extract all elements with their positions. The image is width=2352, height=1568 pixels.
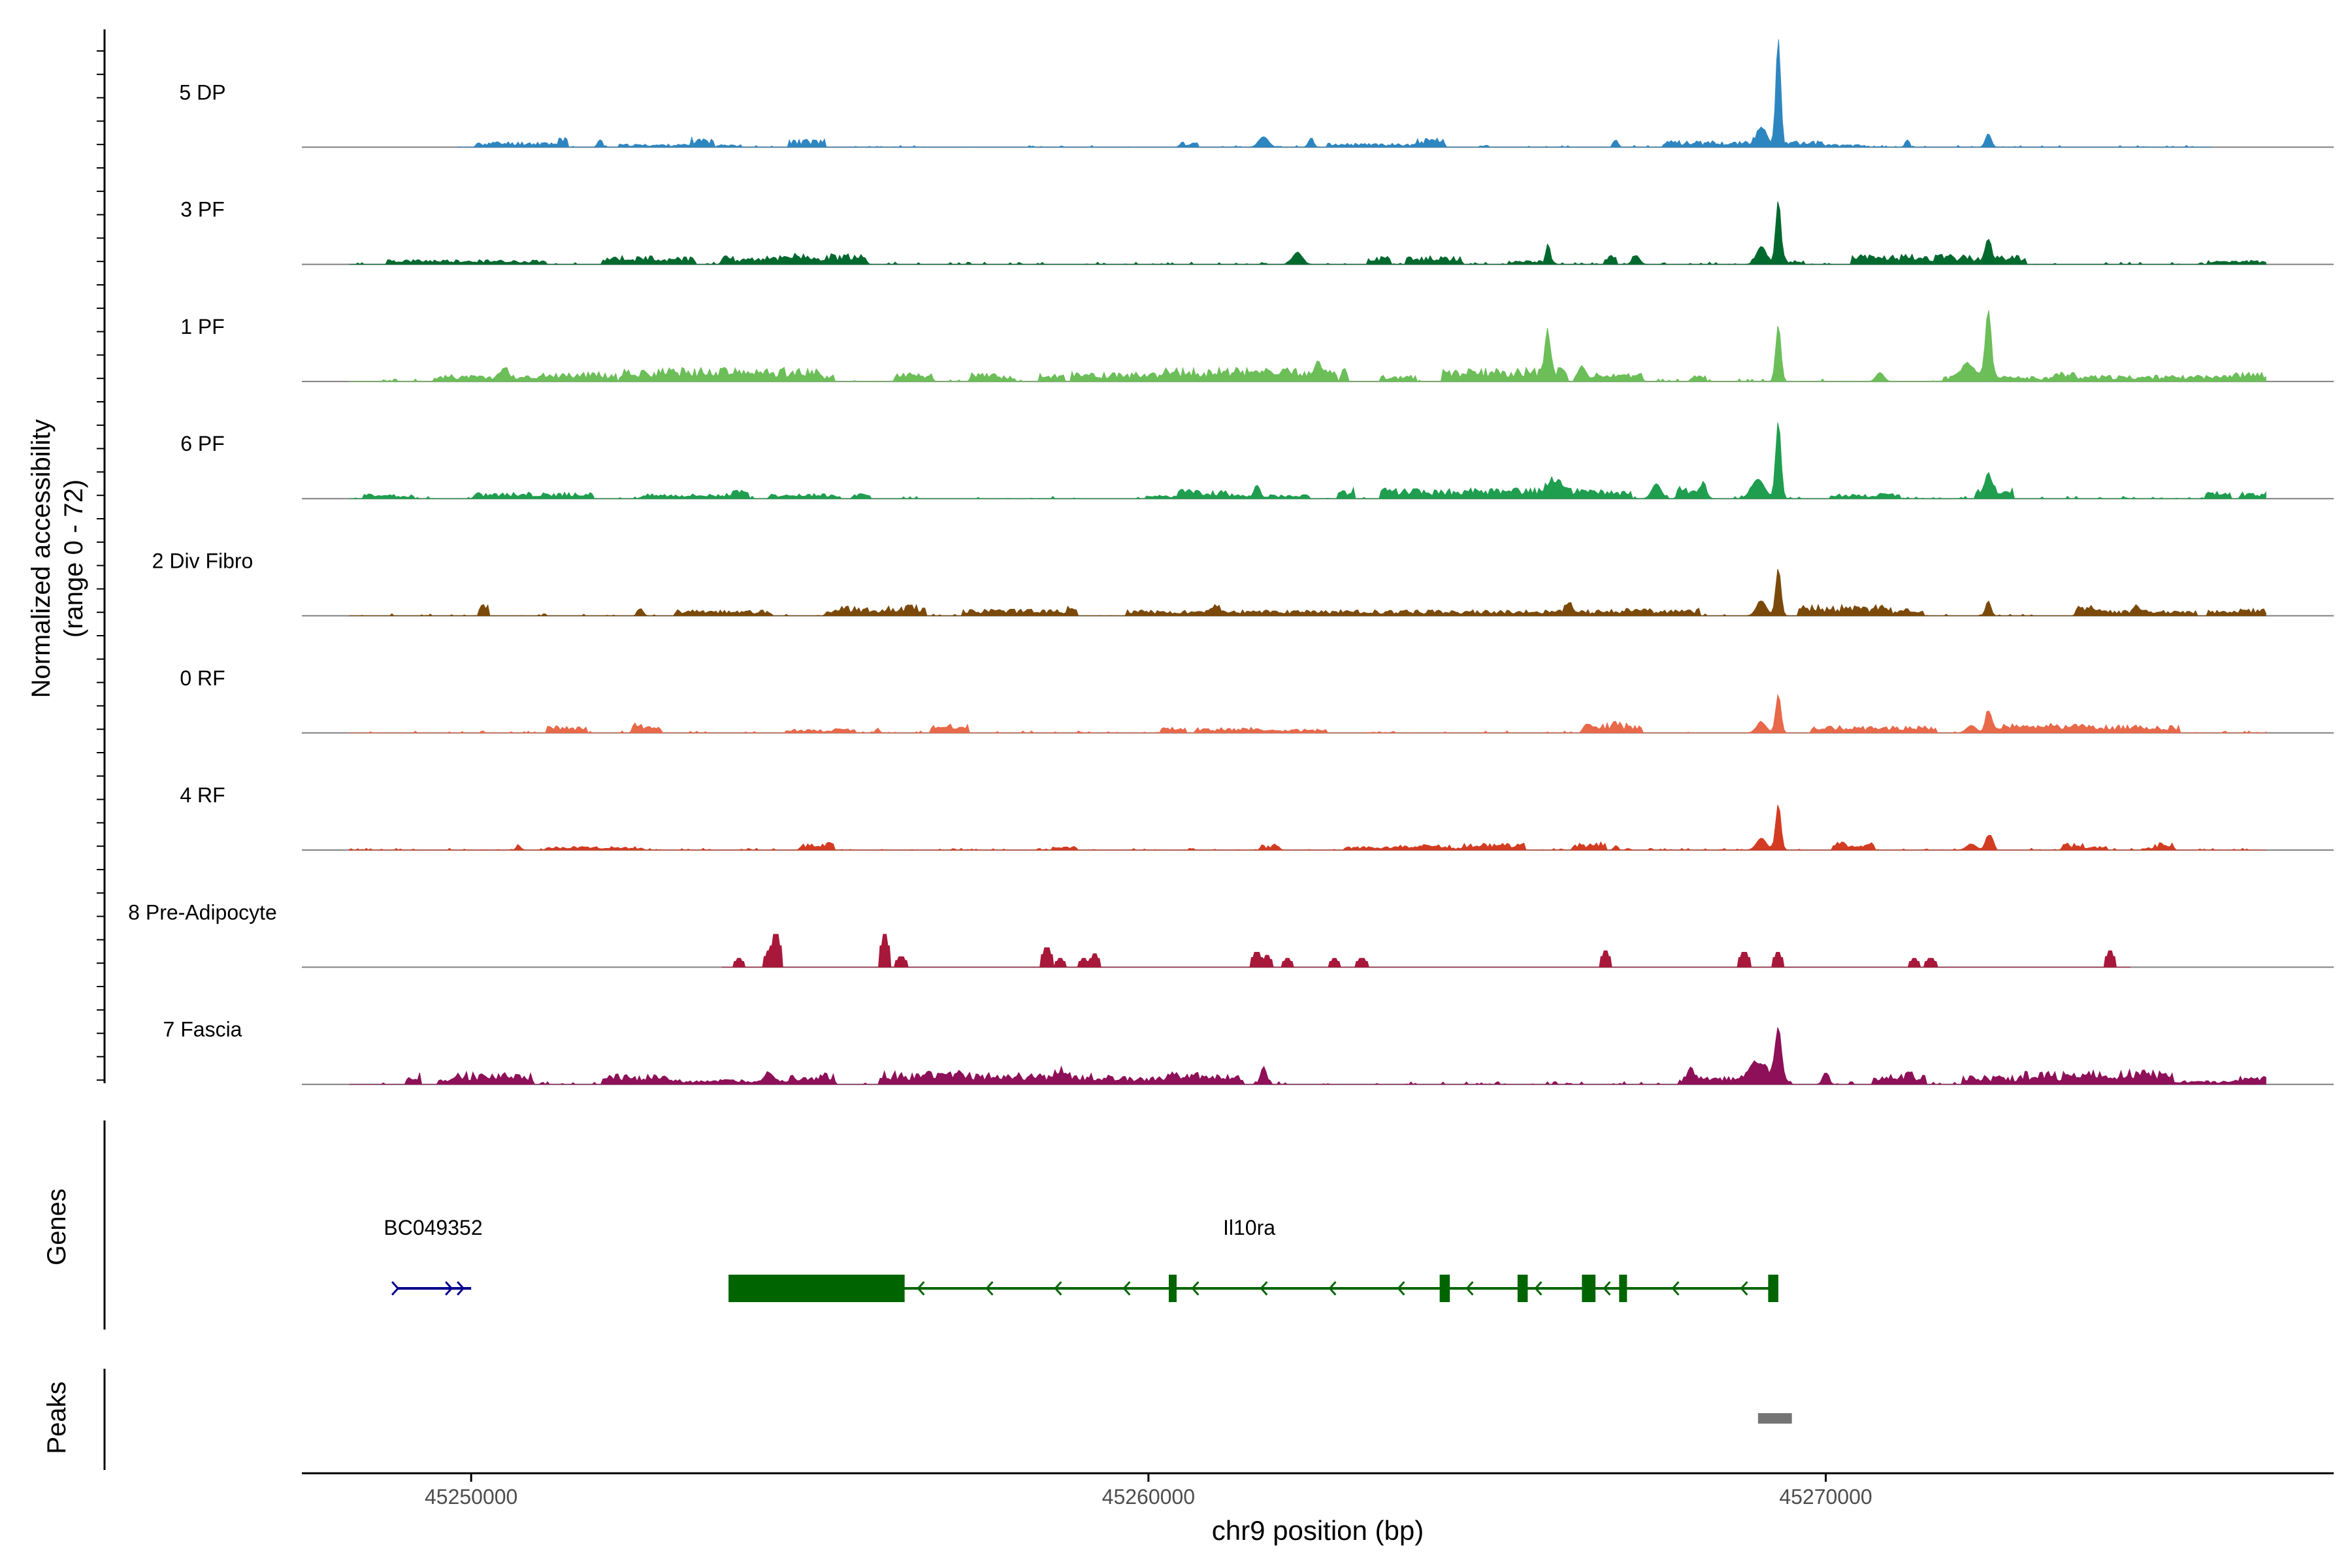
gene-exon <box>1768 1275 1778 1302</box>
coverage-y-axis-ticks <box>97 50 105 1081</box>
strand-arrow <box>457 1281 465 1296</box>
x-axis-ticks: 45250000 45260000 45270000 <box>425 1473 1872 1509</box>
strand-arrow <box>1465 1281 1474 1296</box>
coverage-area <box>349 310 2266 383</box>
strand-arrow <box>1054 1281 1062 1296</box>
track-label: 8 Pre-Adipocyte <box>128 900 277 924</box>
y-axis-label-line1: Normalized accessibility <box>27 419 56 698</box>
track-label: 6 PF <box>180 432 225 455</box>
track-label: 5 DP <box>179 80 225 104</box>
track-label: 1 PF <box>180 315 225 338</box>
x-tick-label: 45270000 <box>1779 1485 1872 1509</box>
strand-arrow <box>917 1281 925 1296</box>
x-tick-label: 45260000 <box>1102 1485 1195 1509</box>
gene-name-label: Il10ra <box>1223 1216 1275 1239</box>
gene-bc049352: BC049352 <box>384 1216 483 1296</box>
gene-exon <box>1439 1275 1450 1302</box>
strand-arrow <box>1397 1281 1405 1296</box>
strand-arrow <box>1671 1281 1680 1296</box>
y-axis-label-line2: (range 0 - 72) <box>59 480 88 638</box>
gene-name-label: BC049352 <box>384 1216 482 1239</box>
peak-region <box>1757 1413 1792 1424</box>
track-label: 0 RF <box>180 666 225 690</box>
track-4-rf: 4 RF <box>180 783 2334 851</box>
gene-exon <box>1582 1275 1596 1302</box>
strand-arrow <box>1534 1281 1543 1296</box>
coverage-area <box>349 1027 2266 1085</box>
coverage-area <box>721 934 2131 968</box>
coverage-area <box>349 201 2266 265</box>
peak-track <box>1757 1413 1792 1424</box>
coverage-area <box>349 693 2266 734</box>
gene-exon <box>1168 1275 1177 1302</box>
strand-arrow <box>1122 1281 1131 1296</box>
gene-annotation-track: BC049352 Il10ra <box>384 1216 1778 1302</box>
strand-arrow <box>1328 1281 1337 1296</box>
track-7-fascia: 7 Fascia <box>163 1018 2334 1085</box>
gene-exon <box>1517 1275 1528 1302</box>
track-label: 7 Fascia <box>163 1018 242 1041</box>
strand-arrow <box>985 1281 994 1296</box>
track-3-pf: 3 PF <box>180 198 2334 265</box>
track-label: 2 Div Fibro <box>152 549 253 573</box>
strand-arrow <box>445 1281 453 1296</box>
strand-arrow <box>1260 1281 1268 1296</box>
peaks-panel-label: Peaks <box>42 1381 71 1454</box>
strand-arrow <box>1740 1281 1748 1296</box>
track-label: 3 PF <box>180 198 225 221</box>
track-1-pf: 1 PF <box>180 310 2334 383</box>
track-8-pre-adipocyte: 8 Pre-Adipocyte <box>128 900 2334 968</box>
coverage-area <box>349 804 2266 851</box>
gene-exon <box>1619 1275 1627 1302</box>
strand-arrow <box>391 1281 400 1296</box>
coverage-area <box>349 422 2266 500</box>
track-label: 4 RF <box>180 783 225 807</box>
strand-arrow <box>1603 1281 1611 1296</box>
gene-il10ra: Il10ra <box>728 1216 1778 1302</box>
coverage-tracks: 5 DP 3 PF 1 PF 6 PF 2 Div Fibro 0 RF 4 RF 8 Pre… <box>128 39 2334 1085</box>
genes-panel-label: Genes <box>42 1188 71 1266</box>
coverage-area <box>349 568 2266 617</box>
x-axis-label: chr9 position (bp) <box>1212 1515 1424 1546</box>
track-6-pf: 6 PF <box>180 422 2334 500</box>
track-2-div-fibro: 2 Div Fibro <box>152 549 2334 617</box>
gene-exon <box>728 1275 905 1302</box>
coverage-area <box>457 39 2212 148</box>
strand-arrow <box>1191 1281 1200 1296</box>
track-0-rf: 0 RF <box>180 666 2334 734</box>
x-tick-label: 45250000 <box>425 1485 517 1509</box>
track-5-dp: 5 DP <box>179 39 2334 148</box>
